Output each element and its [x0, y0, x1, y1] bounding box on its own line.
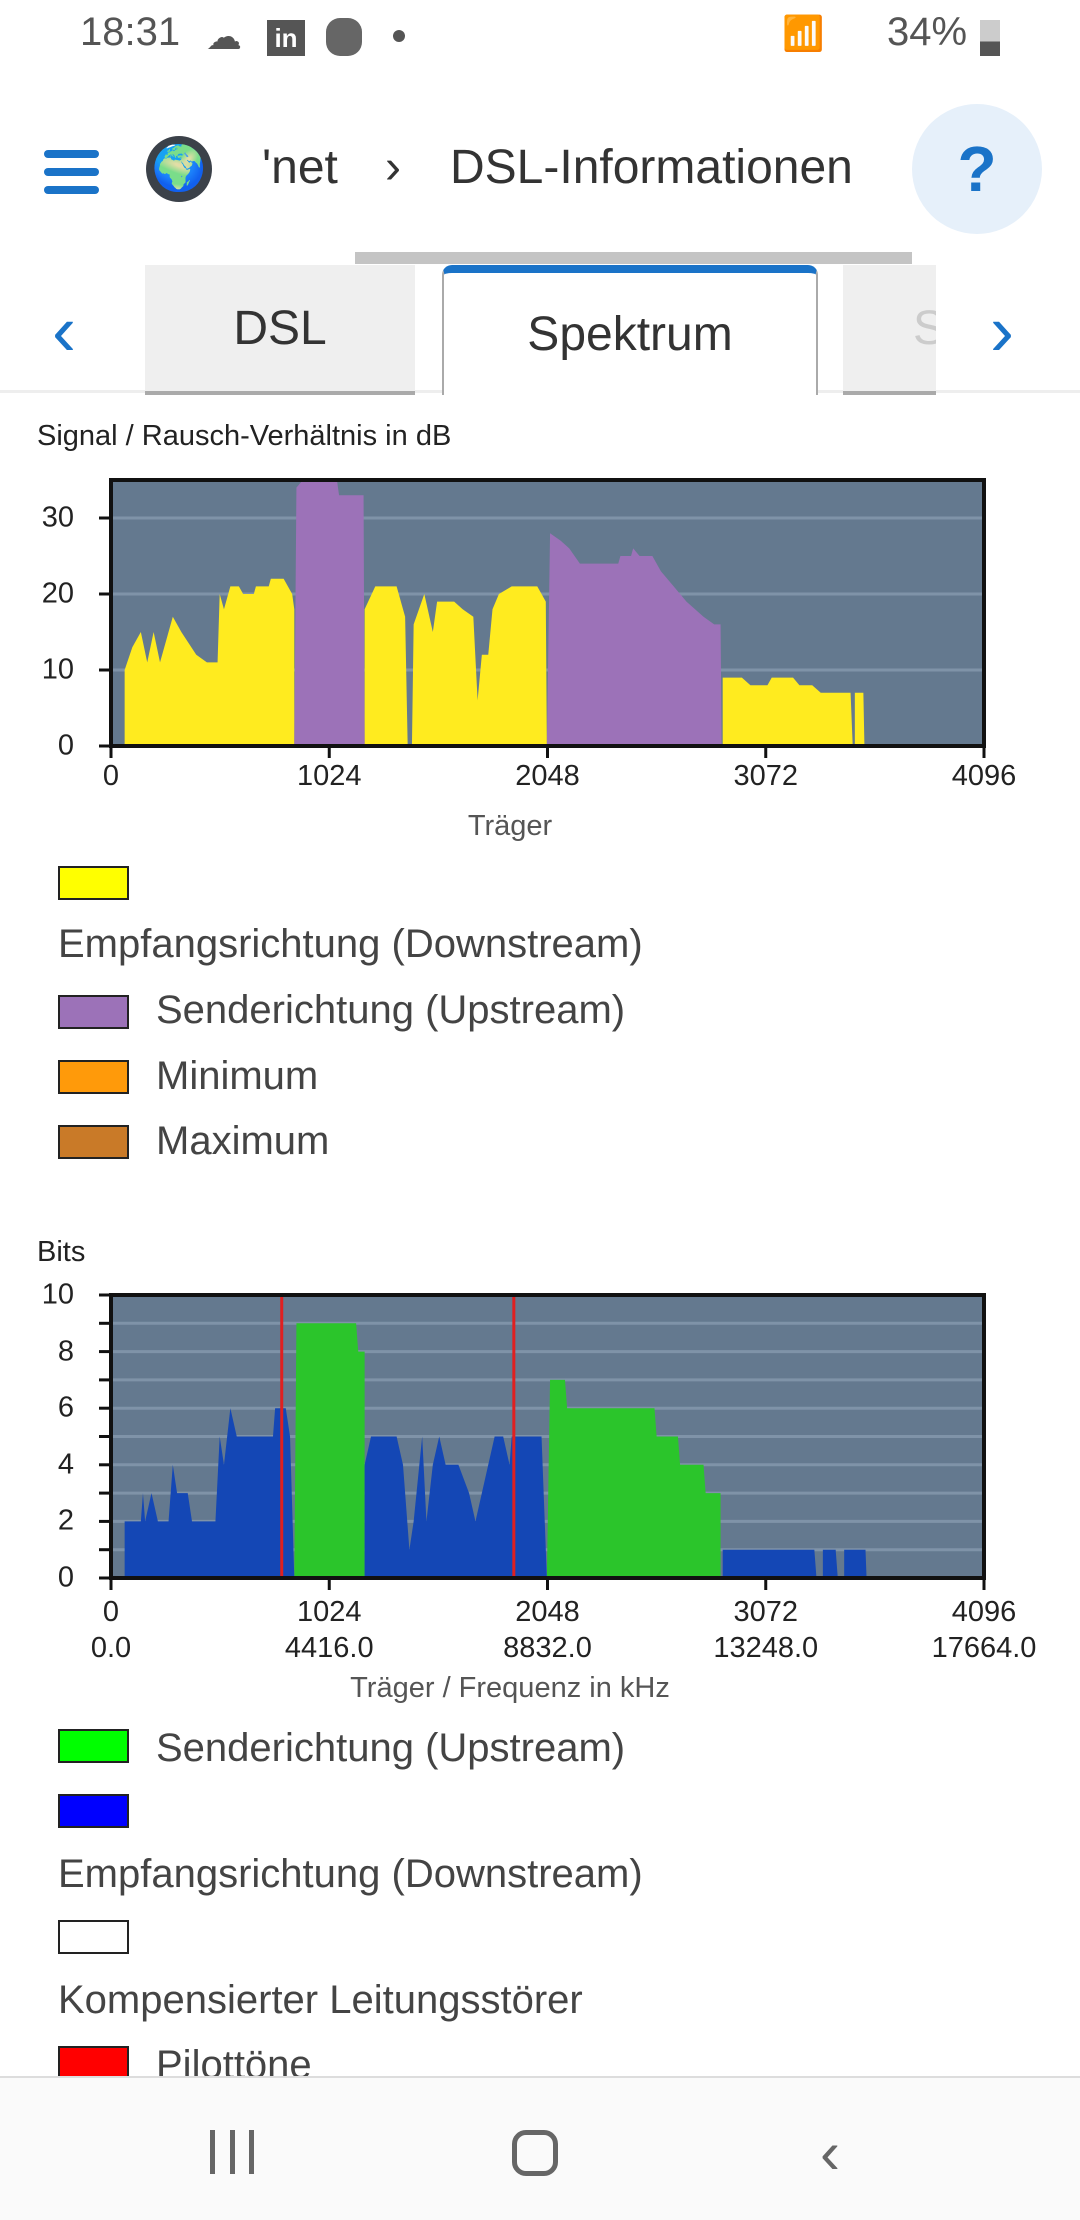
battery-text: 34%: [887, 10, 968, 54]
legend-downstream: Empfangsrichtung (Downstream): [58, 1852, 643, 1896]
legend-downstream: Empfangsrichtung (Downstream): [58, 922, 643, 966]
menu-button[interactable]: [44, 150, 99, 194]
clock: 18:31: [80, 10, 181, 54]
dot-icon: [393, 30, 405, 42]
help-button[interactable]: ?: [912, 104, 1042, 234]
area-empfangsrichtung-downstream-: [722, 677, 865, 746]
legend-compensated: Kompensierter Leitungsstörer: [58, 1978, 583, 2022]
x-tick-label-frequency: 17664.0: [931, 1632, 1037, 1664]
legend-swatch-downstream: [58, 866, 129, 900]
area-empfangsrichtung-downstream-: [411, 586, 547, 746]
x-tick-label: 1024: [296, 1596, 362, 1628]
tab-next-button[interactable]: ›: [990, 291, 1014, 371]
legend-swatch-minimum: [58, 1060, 129, 1094]
globe-icon: 🌍: [146, 136, 212, 202]
linkedin-icon: in: [267, 20, 305, 56]
tab-spektrum[interactable]: Spektrum: [442, 265, 818, 395]
recent-apps-icon[interactable]: [210, 2130, 254, 2174]
snr-chart-title: Signal / Rausch-Verhältnis in dB: [37, 420, 452, 452]
y-tick-label: 20: [41, 577, 74, 610]
tab-label: Statıs: [913, 301, 936, 356]
legend-swatch-compensated: [58, 1920, 129, 1954]
x-tick-label: 3072: [733, 760, 799, 792]
page-title: DSL-Informationen: [450, 141, 853, 194]
y-tick-label: 30: [41, 501, 74, 534]
x-tick-label: 1024: [296, 760, 362, 792]
x-tick-label: 2048: [515, 1596, 580, 1628]
status-bar: 18:31 ☁ in 📶 34%: [0, 0, 1080, 75]
y-tick-label: 0: [57, 729, 74, 762]
system-nav-bar: ‹: [0, 2076, 1080, 2220]
x-tick-label-frequency: 0.0: [90, 1632, 132, 1664]
x-tick-label: 0: [102, 760, 120, 792]
area-senderichtung-upstream-: [294, 1323, 365, 1578]
area-empfangsrichtung-downstream-: [124, 578, 295, 746]
legend-maximum: Maximum: [156, 1119, 330, 1163]
legend-swatch-upstream: [58, 995, 129, 1029]
legend-upstream: Senderichtung (Upstream): [156, 1726, 626, 1770]
area-senderichtung-upstream-: [294, 480, 365, 746]
y-tick-label: 8: [57, 1335, 74, 1368]
home-icon[interactable]: [512, 2130, 558, 2176]
x-tick-label: 4096: [951, 760, 1017, 792]
x-tick-label: 3072: [733, 1596, 799, 1628]
back-icon[interactable]: ‹: [820, 2119, 840, 2186]
x-tick-label: 4096: [951, 1596, 1017, 1628]
y-tick-label: 10: [41, 653, 74, 686]
legend-swatch-pilot: [58, 2046, 129, 2080]
legend-minimum: Minimum: [156, 1054, 319, 1098]
y-tick-label: 0: [57, 1561, 74, 1594]
y-tick-label: 4: [57, 1448, 74, 1481]
tab-label: DSL: [233, 301, 327, 355]
snr-chart-xlabel: Träger: [467, 810, 553, 842]
tab-dsl[interactable]: DSL: [145, 265, 415, 395]
legend-upstream: Senderichtung (Upstream): [156, 988, 626, 1032]
y-tick-label: 2: [57, 1504, 74, 1537]
x-tick-label: 0: [102, 1596, 120, 1628]
y-tick-label: 10: [41, 1278, 74, 1311]
breadcrumb-prev[interactable]: 'net: [262, 141, 338, 194]
x-tick-label-frequency: 8832.0: [503, 1632, 592, 1664]
area-empfangsrichtung-downstream-: [124, 1408, 295, 1578]
tab-prev-button[interactable]: ‹: [52, 291, 76, 371]
area-empfangsrichtung-downstream-: [364, 586, 408, 746]
breadcrumb-separator: ›: [385, 141, 401, 194]
legend-swatch-upstream: [58, 1729, 129, 1763]
x-tick-label-frequency: 13248.0: [713, 1632, 819, 1664]
battery-icon: [980, 20, 1000, 56]
x-tick-label-frequency: 4416.0: [284, 1632, 374, 1664]
cloud-icon: ☁: [206, 16, 242, 57]
legend-swatch-maximum: [58, 1125, 129, 1159]
tab-scroll-indicator: [355, 252, 912, 264]
area-empfangsrichtung-downstream-: [722, 1549, 867, 1578]
area-empfangsrichtung-downstream-: [364, 1436, 547, 1578]
bits-chart-title: Bits: [37, 1236, 86, 1268]
legend-swatch-downstream: [58, 1794, 129, 1828]
area-senderichtung-upstream-: [546, 1379, 721, 1578]
wifi-icon: 📶: [782, 15, 825, 53]
burger-king-icon: [326, 18, 362, 56]
tab-label: Spektrum: [527, 307, 733, 361]
x-tick-label: 2048: [515, 760, 580, 792]
tab-statistik[interactable]: Statıs: [843, 265, 936, 395]
area-senderichtung-upstream-: [546, 533, 722, 746]
y-tick-label: 6: [57, 1391, 74, 1424]
bits-chart-xlabel: Träger / Frequenz in kHz: [350, 1672, 670, 1704]
